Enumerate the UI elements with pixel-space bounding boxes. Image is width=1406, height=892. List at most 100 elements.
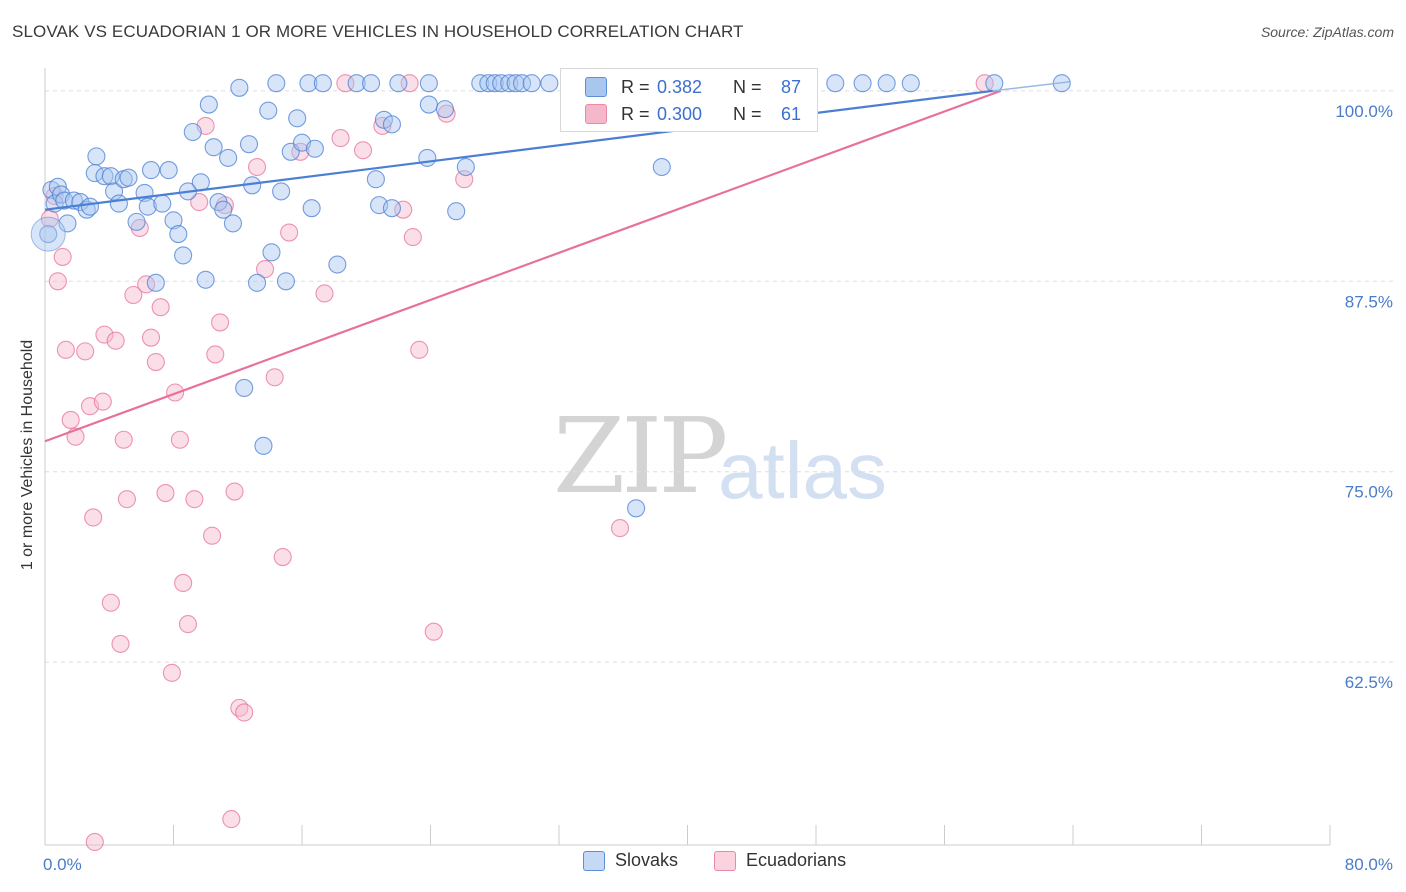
slovak-point <box>366 170 385 189</box>
slovak-point <box>506 74 525 93</box>
ecuadorian-point <box>265 368 284 387</box>
slovak-point <box>58 214 77 233</box>
slovak-point <box>877 74 896 93</box>
ecuadorian-point <box>114 430 133 449</box>
ecuadorian-point <box>124 285 143 305</box>
x-tick-label: 0.0% <box>43 855 82 874</box>
legend-item-slovaks[interactable]: Slovaks <box>583 850 678 871</box>
slovak-point <box>382 115 402 134</box>
legend-n-value: 87 <box>781 76 802 97</box>
watermark-atlas: atlas <box>718 426 887 515</box>
ecuadorian-point <box>84 508 103 527</box>
slovak-point <box>146 273 165 292</box>
slovak-point <box>153 194 172 213</box>
slovak-point <box>901 74 920 93</box>
legend-swatch-slovaks <box>583 850 605 871</box>
ecuadorian-point <box>273 548 292 567</box>
slovak-point <box>267 74 286 93</box>
slovak-point <box>540 74 559 93</box>
ecuadorian-point <box>211 313 230 332</box>
slovak-point <box>196 270 215 289</box>
ecuadorian-trend-line <box>44 89 1002 443</box>
slovak-point <box>235 378 254 397</box>
ecuadorian-point <box>156 484 175 503</box>
slovak-point <box>522 74 541 93</box>
slovak-point <box>418 148 437 167</box>
slovak-point <box>276 272 295 291</box>
y-tick-label: 62.5% <box>1345 673 1393 692</box>
chart-title: SLOVAK VS ECUADORIAN 1 OR MORE VEHICLES … <box>12 22 744 41</box>
slovak-point <box>164 211 183 230</box>
slovak-point <box>456 157 475 177</box>
slovak-point <box>247 273 267 292</box>
tick-labels: 100.0% 87.5% 75.0% 62.5% 0.0% 80.0% <box>43 102 1393 874</box>
ecuadorian-point <box>178 615 198 634</box>
ecuadorian-point <box>280 223 299 242</box>
slovak-point <box>500 74 519 93</box>
slovak-point <box>985 74 1004 93</box>
ecuadorian-point <box>291 142 310 161</box>
slovak-point <box>204 138 223 157</box>
ecuadorian-point <box>53 247 72 266</box>
watermark-zip: ZIP <box>553 395 728 517</box>
series-legend: Slovaks Ecuadorians <box>0 850 1406 878</box>
slovak-point <box>262 243 281 262</box>
ecuadorian-point <box>151 298 170 317</box>
source-label: Source: ZipAtlas.com <box>1260 24 1394 40</box>
ecuadorian-point <box>106 331 125 350</box>
legend-row-ecuadorians: R = 0.300 N = 61 <box>585 102 801 126</box>
slovak-point <box>119 168 138 187</box>
ecuadorian-point <box>610 519 630 538</box>
trend-lines <box>44 80 1070 443</box>
ecuadorian-point <box>61 410 80 429</box>
slovak-point <box>853 74 872 93</box>
legend-n-value: 61 <box>781 103 802 124</box>
slovak-trend-line <box>44 89 993 211</box>
ecuadorian-point <box>373 116 392 135</box>
slovak-point <box>288 109 307 128</box>
ecuadorian-point <box>141 328 161 347</box>
ecuadorian-point <box>95 325 114 344</box>
ecuadorian-point <box>235 703 254 722</box>
slovak-point <box>272 182 291 201</box>
slovak-point <box>627 499 646 518</box>
slovak-point <box>479 74 498 93</box>
legend-item-ecuadorians[interactable]: Ecuadorians <box>714 850 846 871</box>
ecuadorian-point <box>76 342 95 361</box>
ecuadorian-point <box>111 634 130 653</box>
slovak-point <box>259 101 278 120</box>
legend-n-label: N = <box>733 103 762 124</box>
ecuadorian-point <box>101 593 120 612</box>
legend-swatch-ecuadorians <box>714 850 736 871</box>
slovak-point <box>826 74 845 93</box>
legend-n-label: N = <box>733 76 762 97</box>
legend-r-value: 0.382 <box>657 76 703 97</box>
correlation-legend: R = 0.382 N = 87 R = 0.300 N = 61 <box>560 68 818 132</box>
slovak-trend-extension <box>992 80 1070 92</box>
ecuadorian-point <box>331 129 350 148</box>
ecuadorian-point <box>137 275 156 294</box>
slovak-point <box>382 199 402 218</box>
slovak-point <box>389 74 408 93</box>
slovak-point <box>447 202 466 221</box>
ecuadorian-point <box>185 490 204 509</box>
ecuadorian-point <box>93 392 112 411</box>
slovak-point <box>39 225 58 244</box>
gridlines <box>45 90 1395 663</box>
ecuadorian-point <box>247 157 267 177</box>
ecuadorian-point <box>410 340 429 359</box>
slovak-point <box>191 173 210 192</box>
y-tick-label: 87.5% <box>1345 292 1393 311</box>
slovak-point <box>435 100 455 119</box>
slovak-point <box>347 74 366 93</box>
slovak-point <box>95 167 114 186</box>
slovak-point <box>305 139 324 158</box>
slovak-point <box>239 135 259 154</box>
ecuadorian-point <box>315 284 334 303</box>
y-axis-label: 1 or more Vehicles in Household <box>19 339 36 571</box>
slovak-point <box>159 161 178 180</box>
slovak-point <box>485 74 504 93</box>
slovak-point <box>419 95 438 114</box>
ecuadorian-point <box>190 193 209 212</box>
